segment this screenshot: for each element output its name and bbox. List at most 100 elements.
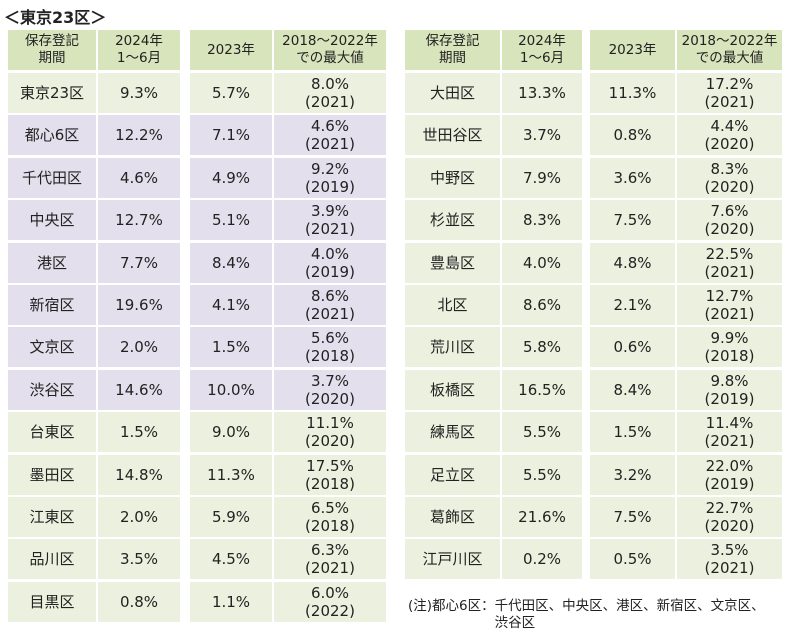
text: 13.3% [518, 84, 566, 102]
value-cell: 5.7% [190, 73, 272, 113]
text: 0.2% [522, 550, 562, 569]
text: 千代田区 [21, 168, 82, 187]
text: 4.4% [710, 117, 749, 136]
text: 2023年 [608, 41, 657, 58]
text: 22.0% [705, 456, 754, 475]
value-cell: 7.6% (2020) [677, 200, 782, 241]
row-name: 千代田区 [8, 157, 96, 198]
text: での最大値 [695, 50, 764, 66]
value-cell: 9.9% (2018) [677, 327, 782, 368]
text: 江東区 [29, 508, 75, 526]
text: 港区 [36, 253, 67, 272]
text: 期間 [439, 50, 466, 66]
value-cell: 7.9% [502, 157, 582, 198]
value-cell: 9.8% (2019) [677, 369, 782, 410]
text: 4.9% [211, 168, 251, 187]
text: 21.6% [518, 508, 566, 526]
value-cell: 22.0% (2019) [677, 454, 782, 495]
value-cell: 8.4% [190, 242, 272, 283]
text: 渋谷区 [29, 380, 75, 399]
value-cell: 4.6% (2021) [274, 115, 386, 156]
row-name: 世田谷区 [405, 115, 500, 156]
row-name: 大田区 [405, 73, 500, 113]
text: 1.5% [119, 423, 159, 442]
text: 品川区 [29, 550, 75, 569]
row-name: 練馬区 [405, 412, 500, 453]
text: 11.4% [705, 414, 754, 433]
text: 4.5% [211, 550, 251, 569]
text: (2018) [305, 347, 355, 366]
text: 8.6% [310, 287, 350, 305]
text: 4.6% [310, 117, 350, 136]
row-name: 江戸川区 [405, 539, 500, 580]
text: (2022) [305, 601, 355, 620]
text: 5.5% [522, 423, 562, 442]
value-cell: 6.5% (2018) [274, 497, 386, 537]
value-cell: 3.5% [98, 539, 180, 580]
row-name: 中央区 [8, 200, 96, 241]
text: 8.4% [211, 253, 251, 272]
text: 4.0% [310, 244, 350, 263]
text: 12.7% [705, 287, 754, 305]
value-cell: 5.9% [190, 497, 272, 537]
header-cell: 2018～2022年 での最大値 [677, 30, 782, 70]
text: 中央区 [29, 211, 75, 230]
row-name: 台東区 [8, 412, 96, 453]
value-cell: 2.0% [98, 497, 180, 537]
header-cell: 保存登記 期間 [405, 30, 500, 70]
text: 14.8% [115, 465, 163, 484]
value-cell: 9.2% (2019) [274, 157, 386, 198]
text: 9.0% [211, 423, 251, 442]
text: での最大値 [296, 50, 364, 66]
row-name: 東京23区 [8, 73, 96, 113]
text: 14.6% [115, 380, 163, 399]
text: 期間 [38, 50, 66, 66]
value-cell: 0.8% [590, 115, 675, 156]
header-cell: 2023年 [190, 30, 272, 70]
text: 大田区 [429, 84, 475, 102]
text: 文京区 [29, 338, 75, 357]
text: 5.8% [522, 338, 562, 357]
text: 荒川区 [429, 338, 475, 357]
text: (2020) [704, 177, 755, 196]
text: 1～6月 [519, 50, 565, 66]
text: 都心6区 [24, 126, 80, 145]
text: 19.6% [115, 296, 163, 314]
row-name: 杉並区 [405, 200, 500, 241]
text: 江戸川区 [422, 550, 483, 569]
value-cell: 14.6% [98, 369, 180, 410]
text: (2019) [305, 262, 355, 281]
text: 葛飾区 [429, 508, 475, 526]
header-cell: 2024年 1～6月 [502, 30, 582, 70]
text: 7.9% [522, 168, 562, 187]
value-cell: 10.0% [190, 369, 272, 410]
row-name: 港区 [8, 242, 96, 283]
value-cell: 13.3% [502, 73, 582, 113]
text: 4.0% [522, 253, 562, 272]
value-cell: 5.5% [502, 454, 582, 495]
text: 目黒区 [29, 592, 75, 611]
text: (2021) [704, 305, 755, 323]
value-cell: 11.4% (2021) [677, 412, 782, 453]
text: 墨田区 [29, 465, 75, 484]
value-cell: 1.5% [190, 327, 272, 368]
text: 1.5% [211, 338, 251, 357]
header-cell: 2024年 1～6月 [98, 30, 180, 70]
text: (2020) [305, 389, 355, 408]
text: 8.6% [522, 296, 562, 314]
value-cell: 4.0% [502, 242, 582, 283]
note-label: (注)都心6区： [408, 598, 495, 614]
value-cell: 5.8% [502, 327, 582, 368]
text: 17.2% [705, 75, 754, 93]
text: 8.3% [522, 211, 562, 230]
text: 1～6月 [116, 50, 162, 66]
text: 2.0% [119, 508, 159, 526]
text: (2019) [305, 177, 355, 196]
text: 22.7% [705, 499, 754, 517]
value-cell: 11.3% [190, 454, 272, 495]
value-cell: 2.0% [98, 327, 180, 368]
text: (2021) [704, 262, 755, 281]
value-cell: 8.6% (2021) [274, 285, 386, 325]
text: 6.3% [310, 541, 350, 560]
